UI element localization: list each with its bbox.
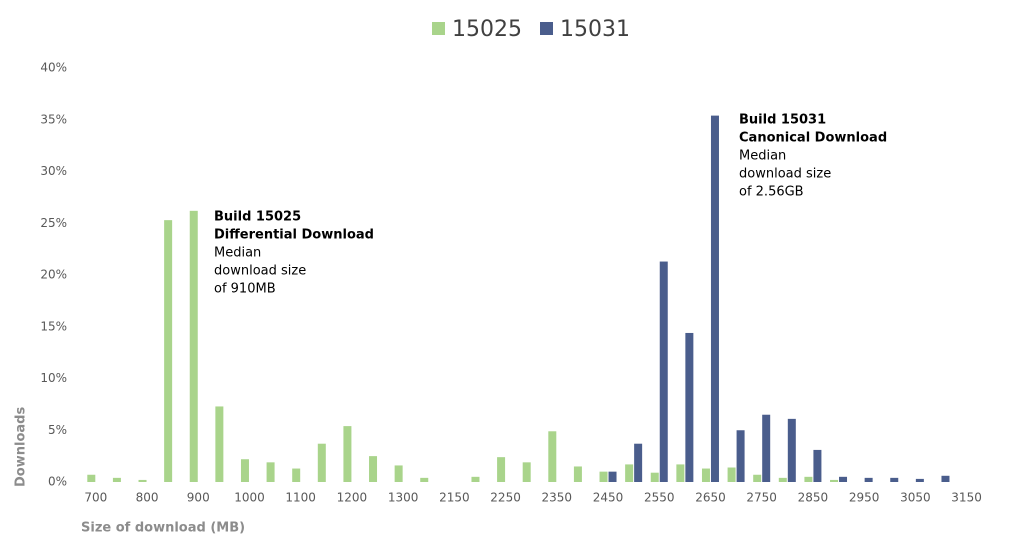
annotation-line: of 910MB [214, 282, 276, 297]
legend-label: 15031 [560, 17, 630, 42]
bar [701, 468, 710, 482]
annotation-line: Build 15031 [739, 113, 826, 128]
x-tick-label: 3050 [900, 491, 931, 505]
bar [608, 471, 617, 482]
x-tick-label: 2150 [439, 491, 470, 505]
bar [762, 414, 771, 482]
x-tick-label: 2850 [798, 491, 829, 505]
bar [497, 457, 506, 482]
bar [112, 477, 121, 482]
bar [727, 467, 736, 482]
y-tick-label: 25% [40, 216, 67, 230]
x-tick-label: 2250 [490, 491, 521, 505]
bar [804, 476, 813, 482]
annotation-line: Build 15025 [214, 210, 301, 225]
y-tick-label: 30% [40, 164, 67, 178]
bar [343, 426, 352, 482]
bar [394, 465, 403, 482]
x-tick-label: 1100 [285, 491, 316, 505]
annotation-line: Differential Download [214, 228, 374, 243]
legend-swatch [540, 22, 553, 35]
bar [573, 466, 582, 482]
y-tick-label: 15% [40, 319, 67, 333]
bar [317, 443, 326, 482]
legend-label: 15025 [452, 17, 522, 42]
bar [650, 472, 659, 482]
x-tick-label: 2350 [542, 491, 573, 505]
bar [710, 115, 719, 483]
x-tick-label: 2550 [644, 491, 675, 505]
annotation-line: download size [214, 264, 306, 279]
bar [659, 261, 668, 482]
y-tick-label: 20% [40, 268, 67, 282]
x-tick-label: 800 [136, 491, 159, 505]
y-axis-title: Downloads [14, 407, 29, 487]
x-tick-label: 1000 [234, 491, 265, 505]
legend-swatch [432, 22, 445, 35]
annotation-line: Canonical Download [739, 131, 887, 146]
bar [753, 474, 762, 482]
x-axis-title: Size of download (MB) [81, 521, 245, 536]
bar [420, 477, 429, 482]
bar [830, 479, 839, 482]
bar [915, 478, 924, 482]
x-tick-label: 2450 [593, 491, 624, 505]
bar [548, 431, 557, 482]
annotation-line: of 2.56GB [739, 185, 804, 200]
annotation-line: Median [739, 149, 786, 164]
bar [634, 443, 643, 482]
bar [215, 406, 224, 482]
y-tick-label: 5% [48, 423, 67, 437]
bar [890, 477, 899, 482]
x-tick-label: 700 [84, 491, 107, 505]
bar [839, 476, 848, 482]
bar [787, 418, 796, 482]
y-tick-label: 0% [48, 475, 67, 489]
y-tick-label: 40% [40, 61, 67, 75]
bar [685, 332, 694, 482]
x-tick-label: 2750 [746, 491, 777, 505]
annotation-line: download size [739, 167, 831, 182]
y-tick-label: 10% [40, 371, 67, 385]
bar [138, 479, 147, 482]
x-tick-label: 3150 [951, 491, 982, 505]
bar [164, 220, 173, 482]
bar [369, 456, 378, 482]
bar [676, 464, 685, 482]
bar [189, 210, 198, 482]
bar [778, 477, 787, 482]
bar [522, 462, 531, 482]
bar [266, 462, 275, 482]
bar [471, 476, 480, 482]
bar [599, 471, 608, 482]
y-tick-label: 35% [40, 112, 67, 126]
bar [813, 449, 822, 482]
bar [941, 475, 950, 482]
bar [625, 464, 634, 482]
x-tick-label: 900 [187, 491, 210, 505]
x-tick-label: 2950 [849, 491, 880, 505]
bar [240, 459, 249, 482]
bar [736, 430, 745, 482]
annotation-line: Median [214, 246, 261, 261]
x-tick-label: 1200 [337, 491, 368, 505]
bar [292, 468, 301, 482]
x-tick-label: 2650 [695, 491, 726, 505]
bar [87, 474, 96, 482]
bar [864, 477, 873, 482]
x-tick-label: 1300 [388, 491, 419, 505]
